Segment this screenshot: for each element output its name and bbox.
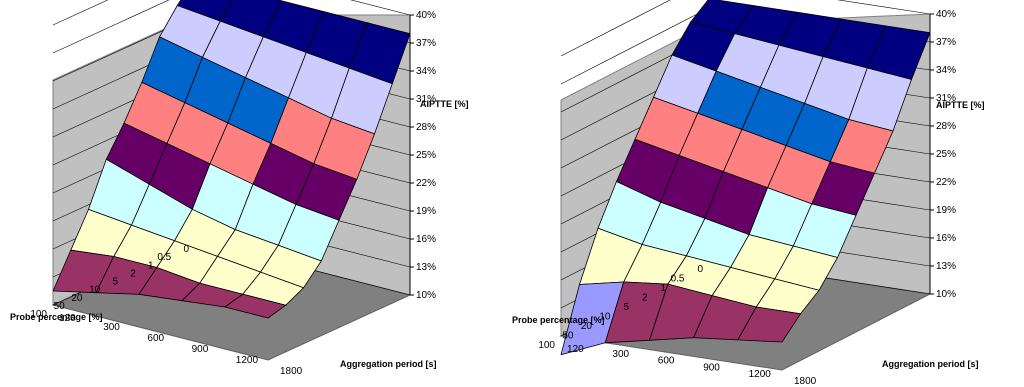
- wall-gridline: [560, 0, 671, 57]
- probe-tick-label: 5: [623, 302, 629, 313]
- z-tick-label: 37%: [936, 37, 956, 48]
- aggregation-tick-label: 900: [192, 344, 209, 355]
- z-tick-label: 40%: [936, 9, 956, 20]
- probe-tick-label: 20: [71, 293, 83, 304]
- surface-cell: [737, 306, 801, 343]
- probe-tick-label: 100: [538, 340, 555, 351]
- probe-tick-label: 100: [30, 309, 47, 320]
- z-tick-label: 31%: [936, 93, 956, 104]
- z-tick-label: 19%: [936, 205, 956, 216]
- aggregation-axis-title: Aggregation period [s]: [882, 359, 979, 369]
- z-tick-label: 28%: [416, 122, 436, 133]
- z-tick-label: 25%: [416, 150, 436, 161]
- z-tick-label: 34%: [936, 65, 956, 76]
- z-axis-title: AIPTTE [%]: [936, 100, 985, 110]
- aggregation-tick-label: 300: [103, 322, 120, 333]
- z-tick-label: 22%: [936, 177, 956, 188]
- probe-axis-title: Probe percentage [%]: [10, 312, 103, 322]
- wall-gridline: [52, 0, 170, 54]
- surface-chart-right: 10% 13% 16% 19% 22% 25% 28% 31% 34% 37% 40% 0 0.5 1 2 5…: [512, 0, 985, 387]
- z-tick-label: 37%: [416, 38, 436, 49]
- probe-tick-label: 2: [642, 293, 648, 304]
- probe-tick-label: 0: [183, 244, 189, 255]
- probe-tick-label: 50: [562, 331, 574, 342]
- z-tick-label: 31%: [416, 94, 436, 105]
- aggregation-tick-label: 120: [567, 344, 584, 355]
- aggregation-tick-label: 120: [59, 313, 76, 324]
- z-tick-label: 22%: [416, 178, 436, 189]
- probe-tick-label: 10: [599, 312, 611, 323]
- probe-axis-title: Probe percentage [%]: [512, 315, 605, 325]
- surface-cell: [224, 293, 287, 319]
- probe-tick-label: 2: [130, 268, 136, 279]
- probe-tick-label: 10: [89, 285, 101, 296]
- aggregation-tick-label: 300: [612, 349, 629, 360]
- z-tick-label: 13%: [936, 261, 956, 272]
- aggregation-tick-label: 600: [147, 333, 164, 344]
- aggregation-tick-label: 1200: [749, 369, 772, 380]
- z-axis-title: AIPTTE [%]: [420, 99, 469, 109]
- aggregation-tick-label: 1800: [280, 366, 303, 377]
- z-tick-label: 25%: [936, 149, 956, 160]
- z-tick-label: 10%: [936, 289, 956, 300]
- z-tick-label: 40%: [416, 10, 436, 21]
- z-tick-label: 28%: [936, 121, 956, 132]
- probe-tick-label: 20: [581, 321, 593, 332]
- wall-gridline: [837, 0, 931, 15]
- surface-chart-left: 10% 13% 16% 19% 22% 25% 28% 31% 34% 37% 40% 0 0.51 2 5…: [10, 0, 469, 377]
- probe-tick-label: 1: [148, 260, 154, 271]
- probe-tick-label: 50: [54, 301, 66, 312]
- probe-tick-label: 5: [112, 277, 118, 288]
- z-tick-label: 16%: [416, 234, 436, 245]
- probe-tick-label: 0.5: [671, 274, 685, 285]
- aggregation-tick-label: 600: [658, 356, 675, 367]
- aggregation-axis-title: Aggregation period [s]: [340, 359, 437, 369]
- z-tick-label: 34%: [416, 66, 436, 77]
- z-tick-label: 16%: [936, 233, 956, 244]
- aggregation-tick-label: 1800: [794, 376, 817, 387]
- probe-tick-label: 0: [697, 264, 703, 275]
- z-tick-label: 13%: [416, 262, 436, 273]
- wall-gridline: [350, 0, 411, 16]
- z-tick-label: 19%: [416, 206, 436, 217]
- wall-gridline: [52, 0, 109, 26]
- probe-tick-label: 1: [660, 283, 666, 294]
- aggregation-tick-label: 1200: [236, 355, 259, 366]
- aggregation-tick-label: 900: [703, 362, 720, 373]
- probe-tick-label: 0.5: [157, 252, 171, 263]
- z-tick-label: 10%: [416, 290, 436, 301]
- wall-gridline: [560, 7, 710, 85]
